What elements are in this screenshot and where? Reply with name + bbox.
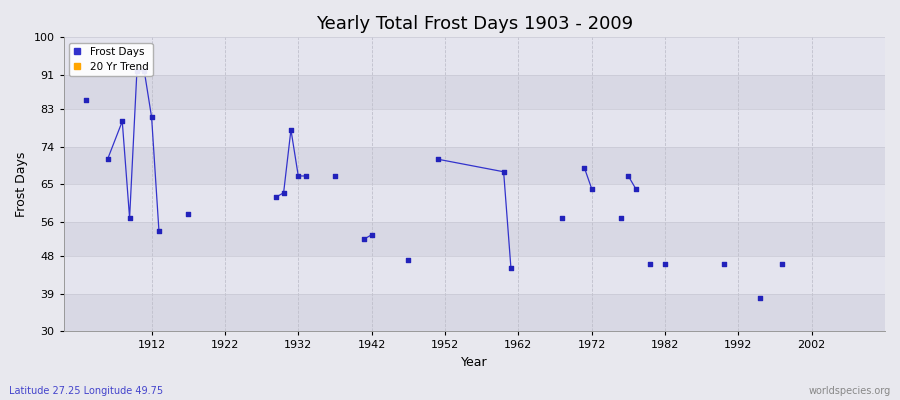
Bar (64, 222, 885, 256)
Text: Latitude 27.25 Longitude 49.75: Latitude 27.25 Longitude 49.75 (9, 386, 163, 396)
Point (497, 168, 511, 175)
Point (628, 185, 643, 192)
Point (115, 118, 130, 124)
Point (101, 156, 115, 162)
Point (144, 114, 158, 120)
Point (299, 173, 313, 179)
X-axis label: Year: Year (461, 356, 488, 369)
Point (504, 265, 518, 272)
Text: worldspecies.org: worldspecies.org (809, 386, 891, 396)
Point (753, 295, 768, 301)
Point (658, 261, 672, 267)
Point (555, 215, 570, 221)
Point (276, 190, 291, 196)
Point (577, 164, 591, 171)
Title: Yearly Total Frost Days 1903 - 2009: Yearly Total Frost Days 1903 - 2009 (316, 15, 633, 33)
Bar (64, 146, 885, 184)
Bar (64, 256, 885, 294)
Point (328, 173, 342, 179)
Point (716, 261, 731, 267)
Point (181, 210, 195, 217)
Point (284, 126, 298, 133)
Point (364, 232, 379, 238)
Point (584, 185, 598, 192)
Bar (64, 109, 885, 146)
Point (621, 173, 635, 179)
Point (644, 261, 658, 267)
Point (401, 257, 416, 263)
Y-axis label: Frost Days: Frost Days (15, 152, 28, 217)
Point (614, 215, 628, 221)
Point (122, 215, 137, 221)
Bar (64, 294, 885, 332)
Point (357, 236, 372, 242)
Point (430, 156, 445, 162)
Point (137, 68, 151, 74)
Bar (64, 184, 885, 222)
Point (291, 173, 305, 179)
Point (78, 97, 93, 104)
Point (269, 194, 284, 200)
Point (152, 227, 166, 234)
Point (775, 261, 789, 267)
Legend: Frost Days, 20 Yr Trend: Frost Days, 20 Yr Trend (68, 42, 152, 76)
Bar (64, 37, 885, 75)
Point (130, 68, 144, 74)
Bar (64, 75, 885, 109)
